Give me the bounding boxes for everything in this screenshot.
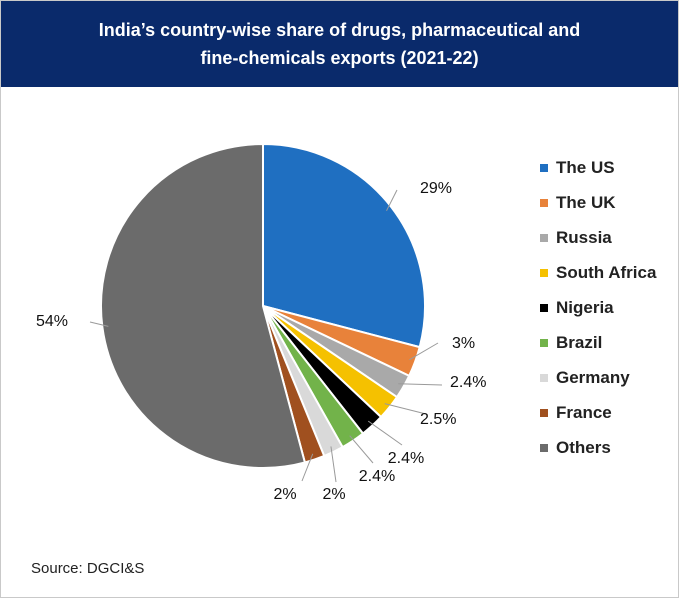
data-label: 2.4% <box>359 468 395 485</box>
leader-line <box>349 435 374 464</box>
leader-line <box>409 342 439 361</box>
data-label: 2% <box>273 486 296 503</box>
legend-swatch <box>540 408 548 417</box>
data-label: 2% <box>322 486 345 503</box>
leader-line <box>398 383 443 386</box>
data-label: 2.4% <box>388 450 424 467</box>
leader-line <box>386 189 398 211</box>
legend-swatch <box>540 268 548 277</box>
leader-line <box>367 420 403 446</box>
legend-label: The US <box>556 157 615 177</box>
leader-line <box>89 321 109 327</box>
legend-swatch <box>540 443 548 452</box>
legend-item: South Africa <box>540 255 676 290</box>
legend-swatch <box>540 198 548 207</box>
legend-swatch <box>540 163 548 172</box>
pie-slice-others <box>100 142 307 469</box>
legend-item: The US <box>540 150 676 185</box>
legend-label: Germany <box>556 367 630 387</box>
chart-title-line-1: India’s country-wise share of drugs, pha… <box>98 20 581 40</box>
legend-label: Brazil <box>556 332 603 352</box>
legend-swatch <box>540 338 548 347</box>
legend-label: South Africa <box>556 262 657 282</box>
legend-item: France <box>540 395 676 430</box>
data-label: 2.5% <box>420 411 456 428</box>
legend-item: Nigeria <box>540 290 676 325</box>
data-label: 54% <box>36 313 68 330</box>
legend-swatch <box>540 373 548 382</box>
legend-item: Brazil <box>540 325 676 360</box>
legend-item: Russia <box>540 220 676 255</box>
data-label: 29% <box>420 180 452 197</box>
chart-title-line-2: fine-chemicals exports (2021-22) <box>200 48 479 68</box>
legend-label: Others <box>556 437 611 457</box>
legend-label: The UK <box>556 192 616 212</box>
legend-label: France <box>556 402 612 422</box>
source-note: Source: DGCI&S <box>31 560 145 577</box>
legend-swatch <box>540 233 548 242</box>
pie-slice-the-us <box>262 142 426 349</box>
leader-line <box>330 446 337 483</box>
legend-item: Others <box>540 430 676 465</box>
leader-line <box>301 453 314 482</box>
chart-legend: The US The UK Russia South Africa Nigeria Bra… <box>540 150 676 465</box>
chart-title: India’s country-wise share of drugs, pha… <box>30 16 650 72</box>
leader-line <box>384 403 427 415</box>
data-label: 2.4% <box>450 374 486 391</box>
legend-item: The UK <box>540 185 676 220</box>
legend-item: Germany <box>540 360 676 395</box>
chart-header: India’s country-wise share of drugs, pha… <box>1 1 678 87</box>
data-label: 3% <box>452 335 475 352</box>
legend-swatch <box>540 303 548 312</box>
legend-label: Nigeria <box>556 297 614 317</box>
legend-label: Russia <box>556 227 612 247</box>
